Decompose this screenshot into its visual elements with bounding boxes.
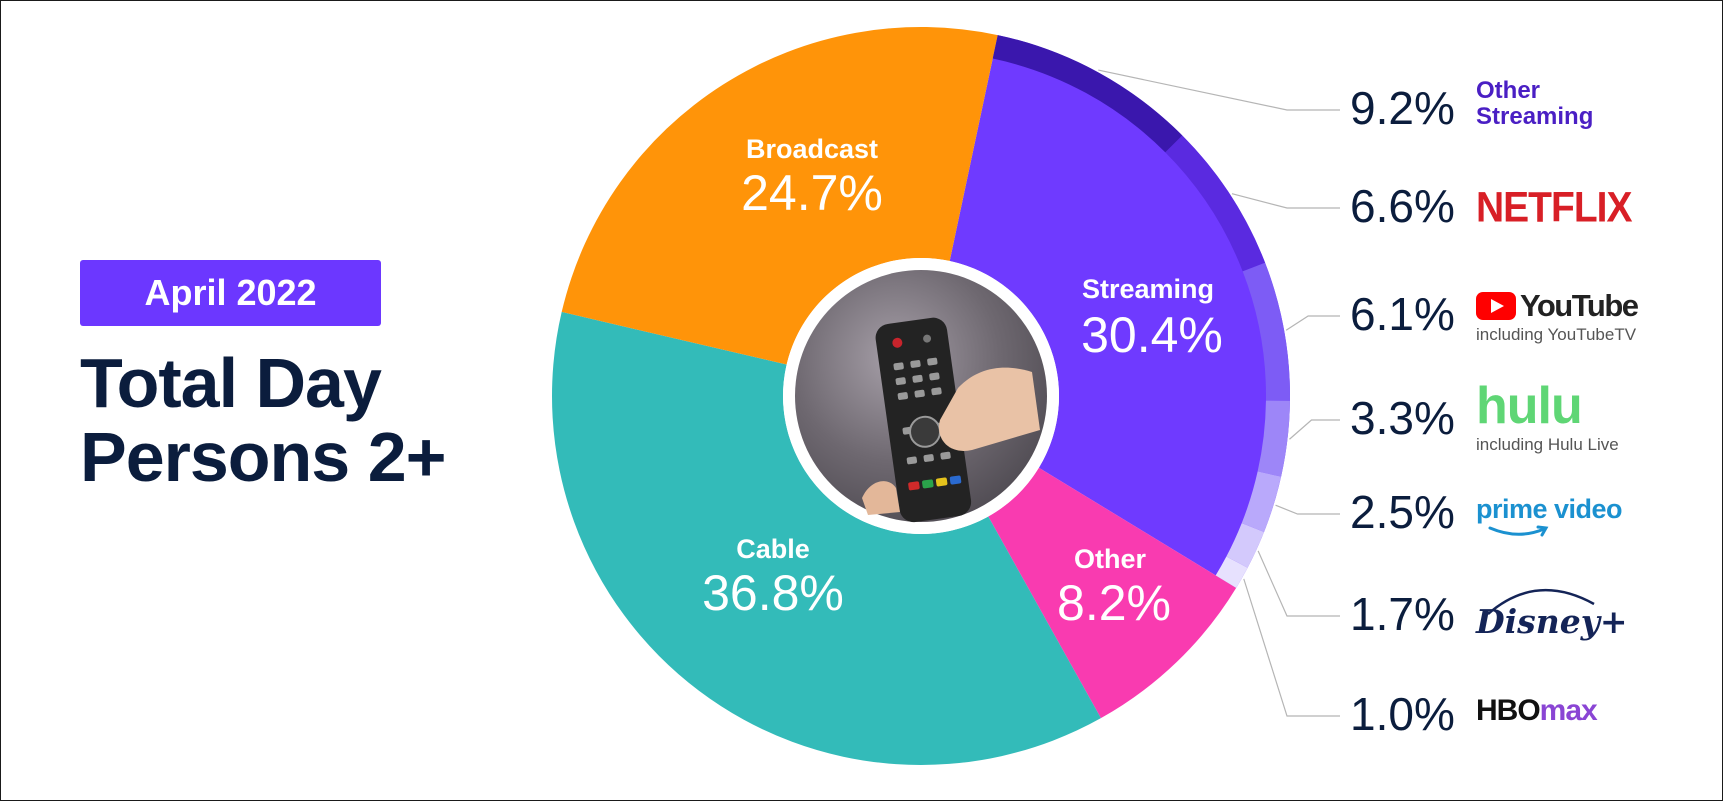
brand-other-streaming-line1: Other	[1476, 77, 1541, 104]
disney-arc-icon	[1487, 588, 1595, 615]
legend-value-netflix: 6.6%	[1350, 180, 1455, 232]
prime-smile-icon	[1488, 525, 1549, 537]
legend-value-hulu: 3.3%	[1350, 392, 1455, 444]
netflix-logo: NETFLIX	[1476, 184, 1632, 232]
hulu-subtitle: including Hulu Live	[1476, 435, 1619, 454]
legend-value-hbo: 1.0%	[1350, 688, 1455, 740]
ring-segment-disney-	[1226, 523, 1265, 568]
legend-value-disney: 1.7%	[1350, 588, 1455, 640]
segment-value-streaming: 30.4%	[1081, 307, 1223, 363]
brand-other-streaming: Other Streaming	[1476, 78, 1593, 130]
segment-labels: Broadcast 24.7% Streaming 30.4% Cable 36…	[702, 134, 1223, 631]
thumb-shape	[862, 481, 900, 515]
prime-video-logo: prime video	[1476, 494, 1623, 524]
youtube-logo: YouTube	[1476, 288, 1639, 324]
ring-segment-hulu	[1257, 400, 1290, 477]
segment-label-streaming: Streaming	[1082, 274, 1214, 304]
legend-values: 9.2% 6.6% 6.1% 3.3% 2.5% 1.7% 1.0%	[1350, 82, 1455, 740]
center-photo	[783, 258, 1059, 534]
ring-segment-prime-video	[1241, 471, 1282, 532]
leader-line-netflix	[1231, 193, 1340, 209]
leader-line-other-streaming	[1098, 69, 1340, 111]
pie-slice-other	[988, 467, 1237, 719]
youtube-play-icon	[1476, 292, 1516, 320]
hbo-max-logo-part1: HBO	[1476, 694, 1541, 727]
leader-line-prime-video	[1275, 504, 1340, 515]
ring-segment-netflix	[1165, 135, 1266, 272]
brand-other-streaming-line2: Streaming	[1476, 103, 1594, 130]
segment-value-broadcast: 24.7%	[741, 165, 883, 221]
hbo-max-logo: HBOmax	[1476, 694, 1598, 728]
youtube-wordmark: YouTube	[1520, 288, 1639, 323]
disney-plus-logo: Disney+	[1476, 602, 1628, 641]
leader-line-hulu	[1289, 419, 1340, 440]
pie-slice-broadcast	[561, 27, 998, 365]
segment-label-cable: Cable	[736, 534, 810, 564]
segment-label-other: Other	[1074, 544, 1147, 574]
leader-line-youtube	[1285, 315, 1340, 331]
ring-segment-other-streaming	[992, 35, 1183, 153]
hulu-logo: hulu	[1476, 377, 1583, 435]
youtube-subtitle: including YouTubeTV	[1476, 325, 1637, 344]
title-line-2: Persons 2+	[80, 418, 446, 496]
title-line-1: Total Day	[80, 344, 382, 422]
date-badge-label: April 2022	[144, 272, 317, 313]
segment-value-cable: 36.8%	[702, 565, 844, 621]
legend-value-prime: 2.5%	[1350, 486, 1455, 538]
page-title: Total Day Persons 2+	[80, 346, 446, 494]
segment-label-broadcast: Broadcast	[746, 134, 878, 164]
leader-line-disney-	[1257, 550, 1340, 617]
legend-value-other-streaming: 9.2%	[1350, 82, 1455, 134]
ring-segment-youtube	[1242, 262, 1290, 401]
legend-value-youtube: 6.1%	[1350, 288, 1455, 340]
pie-slice-cable	[552, 311, 1101, 765]
ring-segment-hbo-max	[1215, 556, 1248, 588]
leader-line-hbo-max	[1243, 578, 1340, 717]
date-badge: April 2022	[80, 260, 381, 326]
tv-remote-photo	[875, 317, 972, 523]
hand-shape	[939, 367, 1040, 451]
hbo-max-logo-part2: max	[1539, 694, 1598, 727]
segment-value-other: 8.2%	[1057, 575, 1171, 631]
